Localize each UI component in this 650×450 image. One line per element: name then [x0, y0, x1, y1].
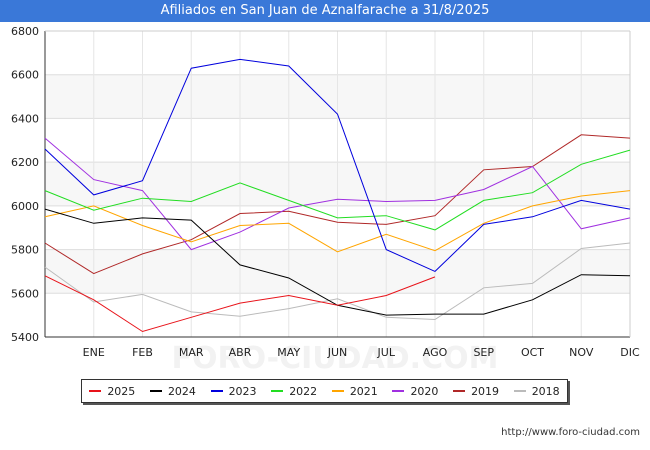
tick-labels: 5400 5600 5800 6000 6200 6400 6600 6800 ENE FEB MA…	[11, 25, 640, 359]
chart-title: Afiliados en San Juan de Aznalfarache a …	[0, 0, 650, 22]
y-tick-label: 6000	[11, 200, 39, 213]
series-line-2025	[44, 275, 436, 333]
axes	[44, 30, 631, 338]
legend-item-2024: 2024	[149, 384, 196, 398]
x-tick-label: MAR	[179, 346, 204, 359]
legend-label: 2022	[289, 384, 318, 398]
source-link[interactable]: http://www.foro-ciudad.com	[501, 427, 640, 438]
legend-label: 2020	[410, 384, 439, 398]
legend-swatch	[271, 390, 284, 392]
legend-label: 2024	[167, 384, 196, 398]
series-line-2021	[44, 190, 631, 253]
legend-label: 2018	[531, 384, 560, 398]
legend: 2025 2024 2023 2022 2021 2020 2019 2018	[81, 379, 568, 403]
x-tick-label: NOV	[569, 346, 594, 359]
legend-label: 2019	[471, 384, 500, 398]
x-tick-label: OCT	[521, 346, 544, 359]
series-line-2022	[44, 149, 631, 231]
legend-swatch	[513, 390, 526, 392]
series-line-2020	[44, 137, 631, 251]
x-tick-label: MAY	[277, 346, 300, 359]
legend-item-2018: 2018	[513, 384, 560, 398]
x-tick-label: DIC	[620, 346, 640, 359]
series-lines	[44, 58, 631, 333]
y-tick-label: 5800	[11, 244, 39, 257]
legend-swatch	[89, 390, 102, 392]
legend-swatch	[453, 390, 466, 392]
y-tick-label: 6200	[11, 156, 39, 169]
legend-swatch	[149, 390, 162, 392]
x-tick-label: SEP	[473, 346, 494, 359]
watermark-text: FORO-CIUDAD.COM	[172, 341, 499, 376]
y-tick-label: 6400	[11, 112, 39, 125]
x-tick-label: JUL	[377, 346, 396, 359]
x-tick-label: ENE	[83, 346, 105, 359]
legend-swatch	[210, 390, 223, 392]
y-tick-label: 5600	[11, 287, 39, 300]
x-tick-label: ABR	[229, 346, 252, 359]
x-tick-label: AGO	[423, 346, 448, 359]
series-line-2018	[44, 242, 631, 321]
legend-item-2025: 2025	[89, 385, 135, 398]
legend-swatch	[392, 390, 405, 392]
x-tick-label: JUN	[327, 346, 348, 359]
y-tick-label: 5400	[11, 331, 39, 344]
legend-item-2022: 2022	[271, 385, 317, 398]
legend-item-2020: 2020	[392, 385, 438, 398]
x-tick-label: FEB	[132, 346, 153, 359]
legend-label: 2023	[228, 384, 257, 398]
legend-label: 2025	[107, 384, 136, 398]
y-tick-label: 6800	[11, 25, 39, 38]
legend-item-2019: 2019	[453, 385, 499, 398]
legend-item-2021: 2021	[331, 384, 378, 398]
legend-label: 2021	[349, 384, 378, 398]
series-line-2023	[44, 58, 631, 272]
legend-item-2023: 2023	[210, 384, 257, 398]
legend-swatch	[331, 390, 344, 392]
y-tick-label: 6600	[11, 69, 39, 82]
